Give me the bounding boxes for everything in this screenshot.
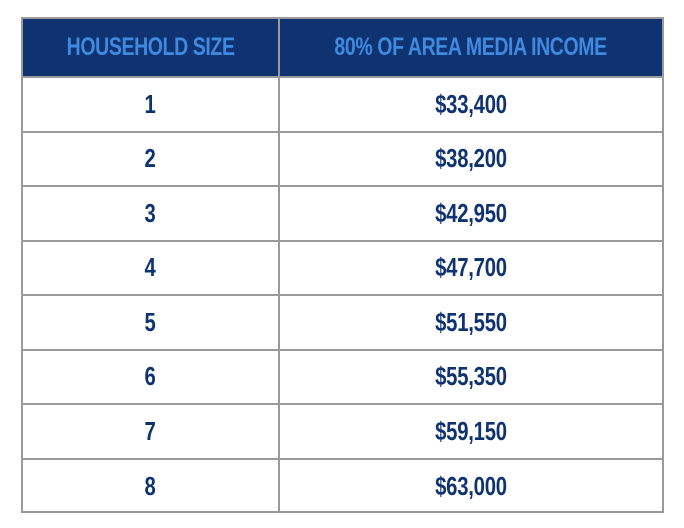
household-size-value: 2 [144,143,157,174]
income-cell: $55,350 [279,349,662,405]
table-row: 7 $59,150 [23,404,662,460]
income-cell: $59,150 [279,404,662,460]
table-header: HOUSEHOLD SIZE 80% OF AREA MEDIA INCOME [23,19,662,78]
table-body: 1 $33,400 2 $38,200 3 $42,950 4 $47,700 … [23,77,662,513]
income-cell: $47,700 [279,240,662,296]
household-size-cell: 2 [23,131,280,187]
household-size-cell: 6 [23,349,280,405]
table-row: 3 $42,950 [23,186,662,242]
column-header-household-size: HOUSEHOLD SIZE [23,19,280,78]
income-limits-table: HOUSEHOLD SIZE 80% OF AREA MEDIA INCOME … [23,19,662,513]
household-size-value: 8 [144,470,157,501]
column-header-income: 80% OF AREA MEDIA INCOME [279,19,662,78]
table-row: 8 $63,000 [23,458,662,514]
income-value: $33,400 [435,88,507,119]
income-value: $51,550 [435,306,507,337]
household-size-value: 3 [144,197,157,228]
household-size-value: 5 [144,306,157,337]
header-row: HOUSEHOLD SIZE 80% OF AREA MEDIA INCOME [23,19,662,78]
column-header-household-size-label: HOUSEHOLD SIZE [66,33,235,61]
income-cell: $33,400 [279,77,662,133]
income-value: $38,200 [435,143,507,174]
table-row: 1 $33,400 [23,77,662,133]
table-row: 6 $55,350 [23,349,662,405]
household-size-cell: 1 [23,77,280,133]
income-cell: $42,950 [279,186,662,242]
income-cell: $51,550 [279,295,662,351]
income-cell: $63,000 [279,459,662,514]
household-size-value: 6 [144,361,157,392]
income-value: $55,350 [435,361,507,392]
household-size-value: 7 [144,415,157,446]
household-size-cell: 5 [23,295,280,351]
income-value: $42,950 [435,197,507,228]
household-size-value: 1 [144,88,157,119]
table-row: 4 $47,700 [23,240,662,296]
household-size-value: 4 [144,252,157,283]
household-size-cell: 7 [23,404,280,460]
household-size-cell: 8 [23,458,280,513]
household-size-cell: 4 [23,240,280,296]
income-value: $63,000 [435,470,507,501]
income-cell: $38,200 [279,131,662,187]
column-header-income-label: 80% OF AREA MEDIA INCOME [334,33,608,61]
income-value: $47,700 [435,252,507,283]
income-value: $59,150 [435,415,507,446]
table-row: 2 $38,200 [23,131,662,187]
table-row: 5 $51,550 [23,295,662,351]
household-size-cell: 3 [23,186,280,242]
income-limits-table-container: HOUSEHOLD SIZE 80% OF AREA MEDIA INCOME … [21,17,664,513]
